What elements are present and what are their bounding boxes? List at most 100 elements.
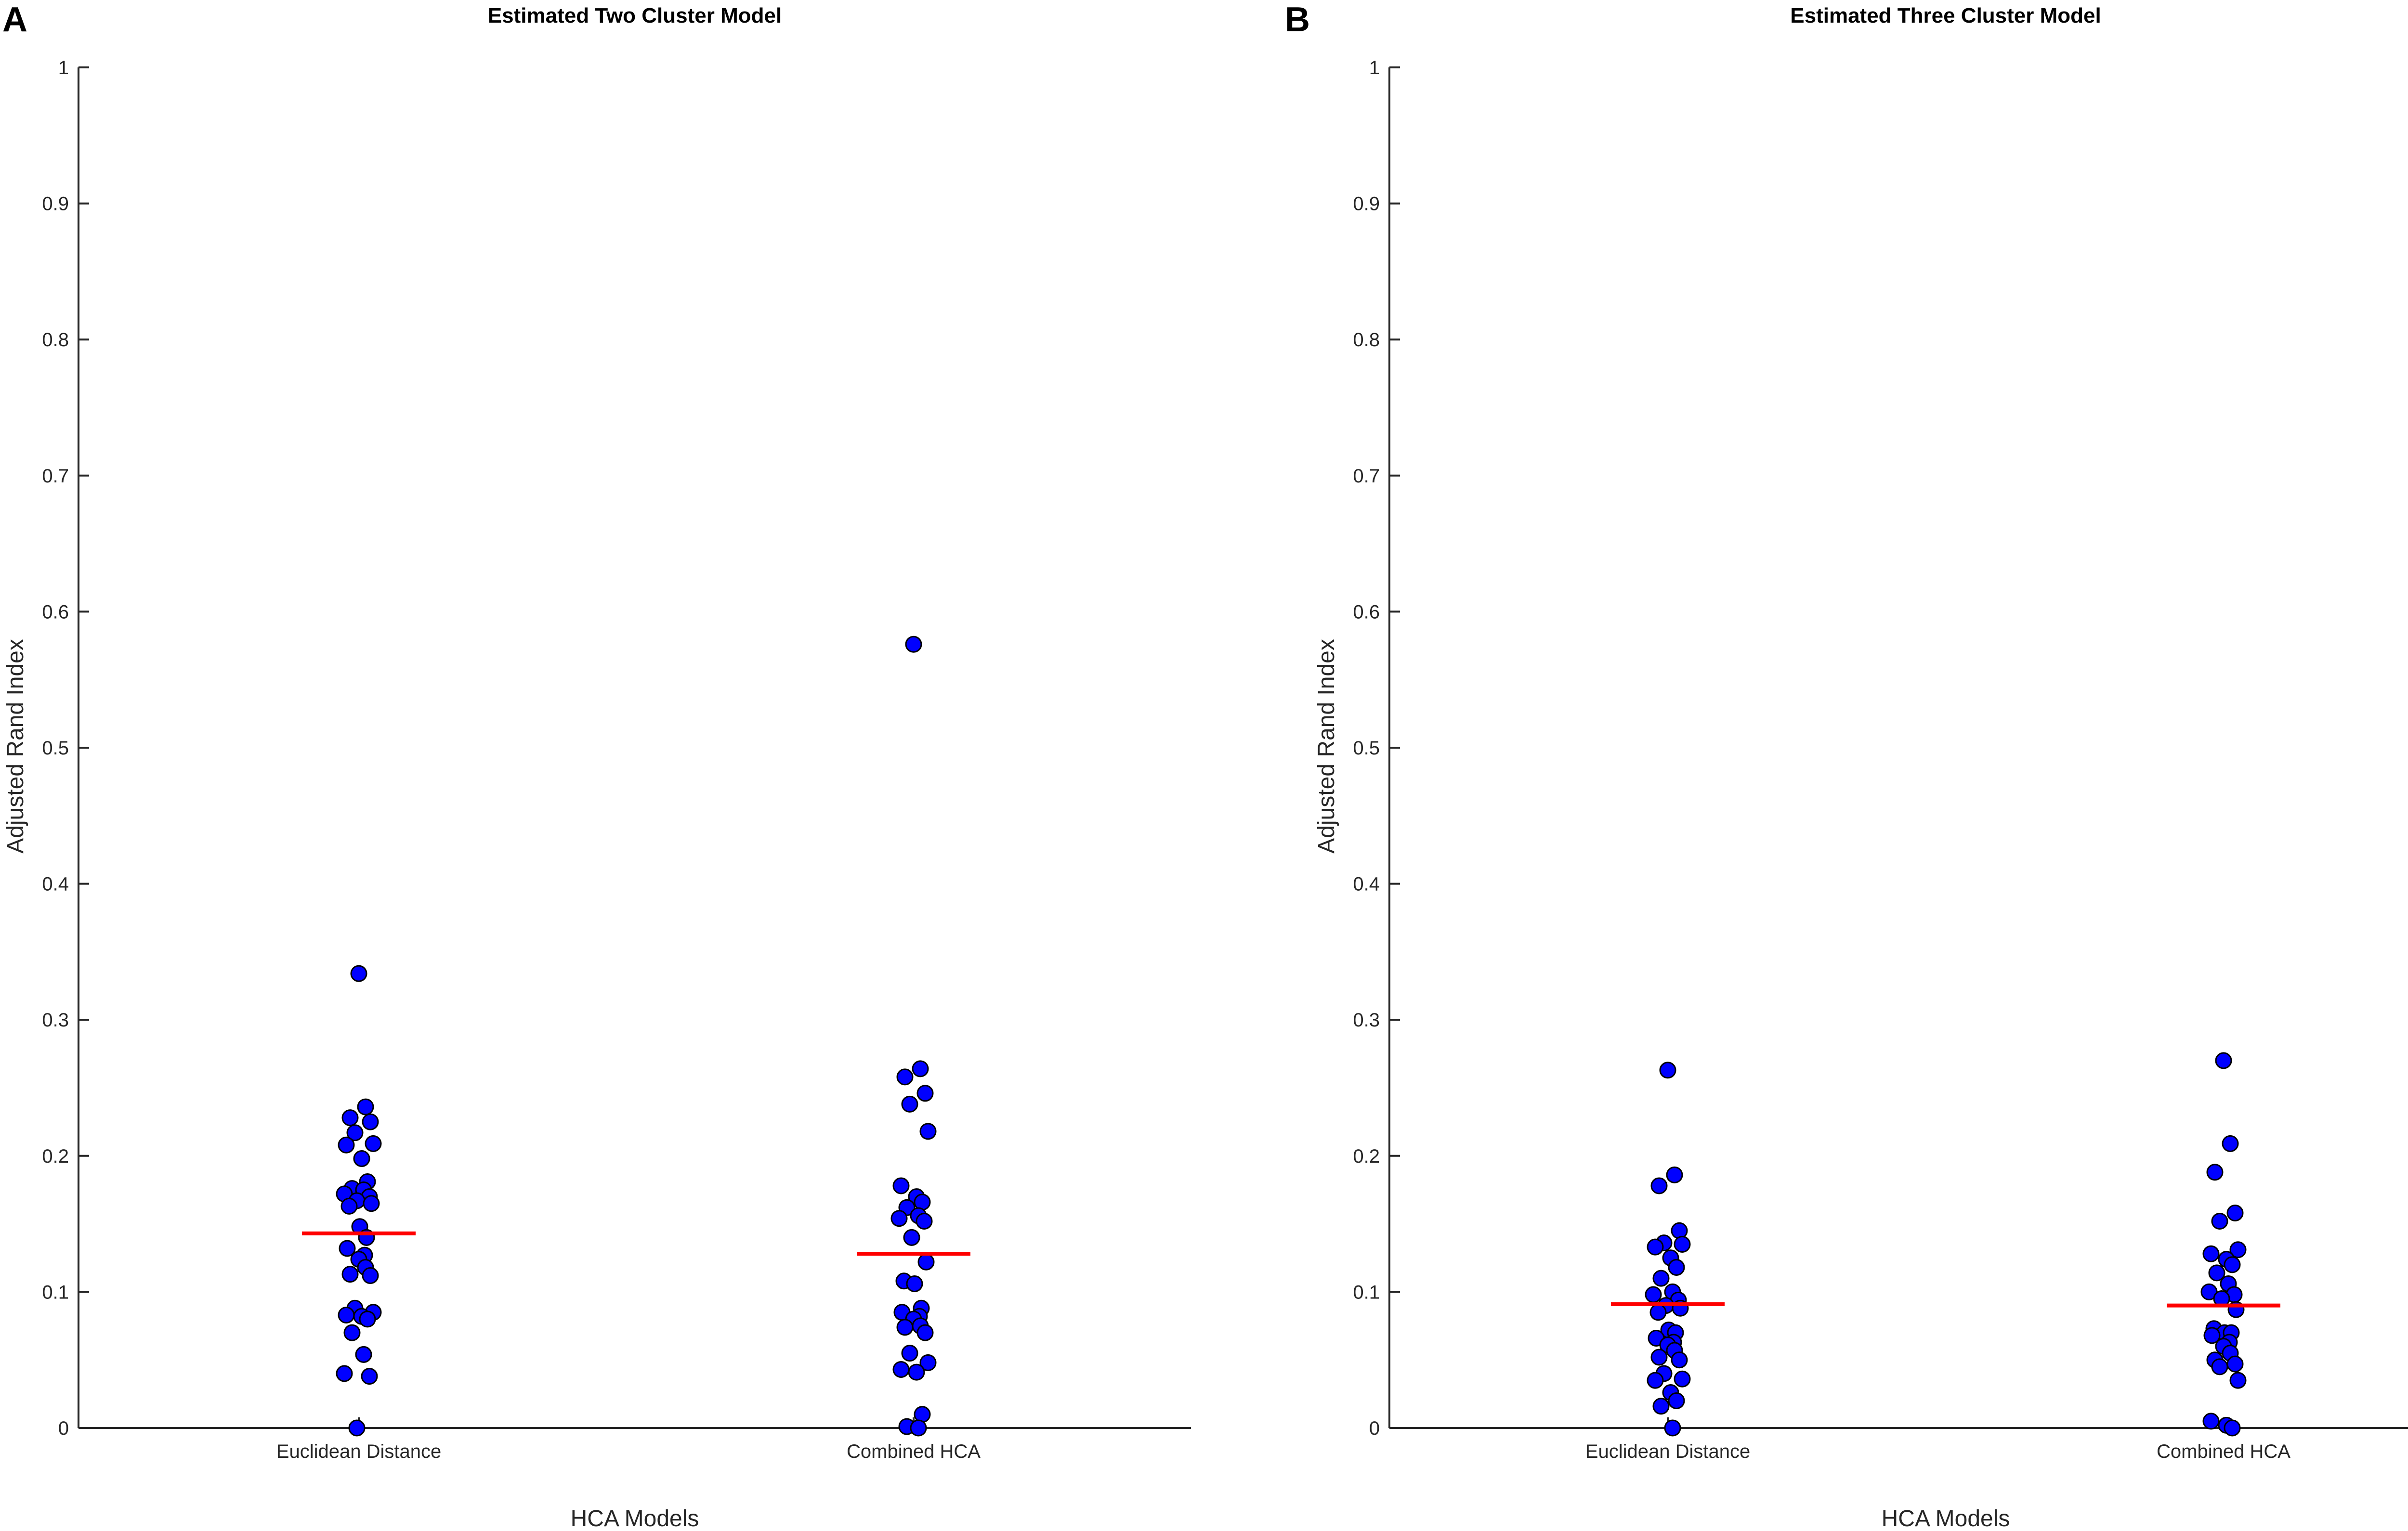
y-axis-label-a: Adjusted Rand Index	[3, 639, 28, 854]
y-tick-label-a-7: 0.7	[42, 466, 69, 487]
data-point-b-0-25	[1674, 1370, 1691, 1388]
data-point-b-0-23	[1671, 1351, 1688, 1369]
data-point-a-1-24	[901, 1345, 918, 1362]
x-tick-label-b-combined: Combined HCA	[2157, 1441, 2290, 1462]
data-point-b-1-3	[2226, 1204, 2244, 1221]
data-point-a-1-11	[890, 1210, 908, 1227]
y-tick-label-b-1: 0.1	[1353, 1282, 1380, 1303]
data-point-b-0-15	[1649, 1304, 1667, 1321]
data-point-a-0-29	[343, 1324, 361, 1341]
data-point-b-1-6	[2202, 1245, 2220, 1262]
y-tick-label-b-3: 0.3	[1353, 1010, 1380, 1031]
y-tick-label-b-2: 0.2	[1353, 1146, 1380, 1167]
data-point-a-0-6	[338, 1136, 355, 1154]
y-tick-label-a-9: 0.9	[42, 194, 69, 215]
data-point-b-1-18	[2203, 1327, 2221, 1344]
data-point-a-0-22	[341, 1266, 359, 1283]
data-point-b-1-4	[2211, 1212, 2228, 1230]
panel-a: A Estimated Two Cluster Model Adjusted R…	[2, 0, 1191, 1531]
chart-title-a: Estimated Two Cluster Model	[488, 4, 782, 27]
data-point-a-0-23	[362, 1267, 379, 1284]
y-tick-label-b-9: 0.9	[1353, 194, 1380, 215]
data-point-b-0-3	[1671, 1222, 1688, 1239]
x-axis-label-b: HCA Models	[1882, 1506, 2010, 1531]
y-tick-label-a-2: 0.2	[42, 1146, 69, 1167]
data-point-b-0-11	[1645, 1286, 1662, 1303]
data-point-a-0-0	[350, 965, 367, 982]
y-tick-label-a-0: 0	[58, 1418, 69, 1439]
data-points-a	[336, 636, 937, 1437]
data-point-a-1-12	[916, 1212, 933, 1230]
y-tick-label-a-3: 0.3	[42, 1010, 69, 1031]
data-point-b-0-8	[1668, 1259, 1685, 1276]
data-point-a-0-26	[338, 1306, 355, 1323]
data-point-a-0-7	[353, 1150, 370, 1167]
data-point-a-1-30	[910, 1419, 927, 1437]
y-tick-label-b-8: 0.8	[1353, 329, 1380, 350]
data-point-b-1-2	[2206, 1164, 2224, 1181]
data-point-a-0-14	[363, 1195, 380, 1212]
y-tick-label-a-10: 1	[58, 57, 69, 78]
y-ticks-a: 0 0.1 0.2 0.3 0.4 0.5 0.6 0.7 0.8 0.9 1	[42, 57, 89, 1439]
data-point-b-1-24	[2211, 1358, 2228, 1375]
data-point-a-0-28	[359, 1310, 376, 1328]
data-point-b-0-5	[1674, 1235, 1691, 1253]
y-tick-label-b-0: 0	[1369, 1418, 1380, 1439]
data-point-b-0-26	[1647, 1372, 1664, 1389]
data-point-a-0-4	[346, 1124, 364, 1142]
data-point-a-1-25	[919, 1354, 937, 1371]
axes-a	[78, 67, 1191, 1429]
panel-letter-a: A	[2, 0, 27, 39]
y-tick-label-a-4: 0.4	[42, 874, 69, 895]
data-point-a-1-14	[917, 1253, 935, 1271]
data-point-a-1-27	[908, 1363, 925, 1381]
data-point-a-1-6	[892, 1177, 910, 1194]
y-tick-label-b-5: 0.5	[1353, 738, 1380, 759]
data-point-b-1-8	[2224, 1256, 2241, 1273]
data-point-a-0-18	[339, 1240, 356, 1257]
data-point-a-0-2	[341, 1109, 359, 1127]
data-point-a-1-0	[905, 636, 922, 653]
y-tick-label-a-1: 0.1	[42, 1282, 69, 1303]
data-point-a-0-31	[336, 1365, 353, 1382]
data-point-a-0-3	[362, 1113, 379, 1130]
y-tick-label-b-10: 1	[1369, 57, 1380, 78]
y-tick-label-b-6: 0.6	[1353, 601, 1380, 623]
data-point-b-0-22	[1650, 1349, 1668, 1366]
data-point-a-0-15	[340, 1197, 358, 1215]
data-point-a-1-5	[919, 1123, 937, 1140]
x-axis-label-a: HCA Models	[571, 1506, 699, 1531]
data-point-b-0-2	[1650, 1177, 1668, 1194]
data-point-b-0-28	[1668, 1392, 1685, 1409]
data-point-b-1-0	[2215, 1052, 2232, 1069]
y-tick-label-b-4: 0.4	[1353, 874, 1380, 895]
data-point-b-1-23	[2226, 1355, 2244, 1373]
data-point-a-1-2	[896, 1068, 914, 1086]
data-point-b-1-25	[2229, 1372, 2247, 1389]
panel-b: B Estimated Three Cluster Model Adjusted…	[1285, 0, 2408, 1531]
data-point-a-1-3	[916, 1085, 934, 1102]
data-point-b-1-26	[2202, 1413, 2220, 1430]
data-point-b-0-9	[1652, 1270, 1670, 1287]
x-tick-label-a-euclidean: Euclidean Distance	[276, 1441, 441, 1462]
data-point-a-1-22	[896, 1319, 914, 1336]
data-point-a-0-30	[355, 1346, 372, 1363]
data-point-a-1-26	[892, 1361, 910, 1378]
data-point-a-1-13	[903, 1229, 920, 1246]
data-point-b-0-6	[1647, 1238, 1664, 1256]
panel-letter-b: B	[1285, 0, 1310, 39]
chart-title-b: Estimated Three Cluster Model	[1790, 4, 2101, 27]
data-point-a-0-1	[357, 1098, 374, 1116]
data-point-a-0-32	[361, 1368, 378, 1385]
data-point-a-1-1	[912, 1060, 929, 1077]
y-tick-label-a-6: 0.6	[42, 601, 69, 623]
data-point-b-0-0	[1659, 1062, 1676, 1079]
axes-b	[1388, 67, 2408, 1429]
y-tick-label-b-7: 0.7	[1353, 466, 1380, 487]
x-tick-label-a-combined: Combined HCA	[847, 1441, 981, 1462]
data-point-b-1-5	[2229, 1241, 2247, 1259]
y-tick-label-a-5: 0.5	[42, 738, 69, 759]
data-point-a-0-33	[348, 1419, 366, 1437]
y-ticks-b: 0 0.1 0.2 0.3 0.4 0.5 0.6 0.7 0.8 0.9 1	[1353, 57, 1400, 1439]
